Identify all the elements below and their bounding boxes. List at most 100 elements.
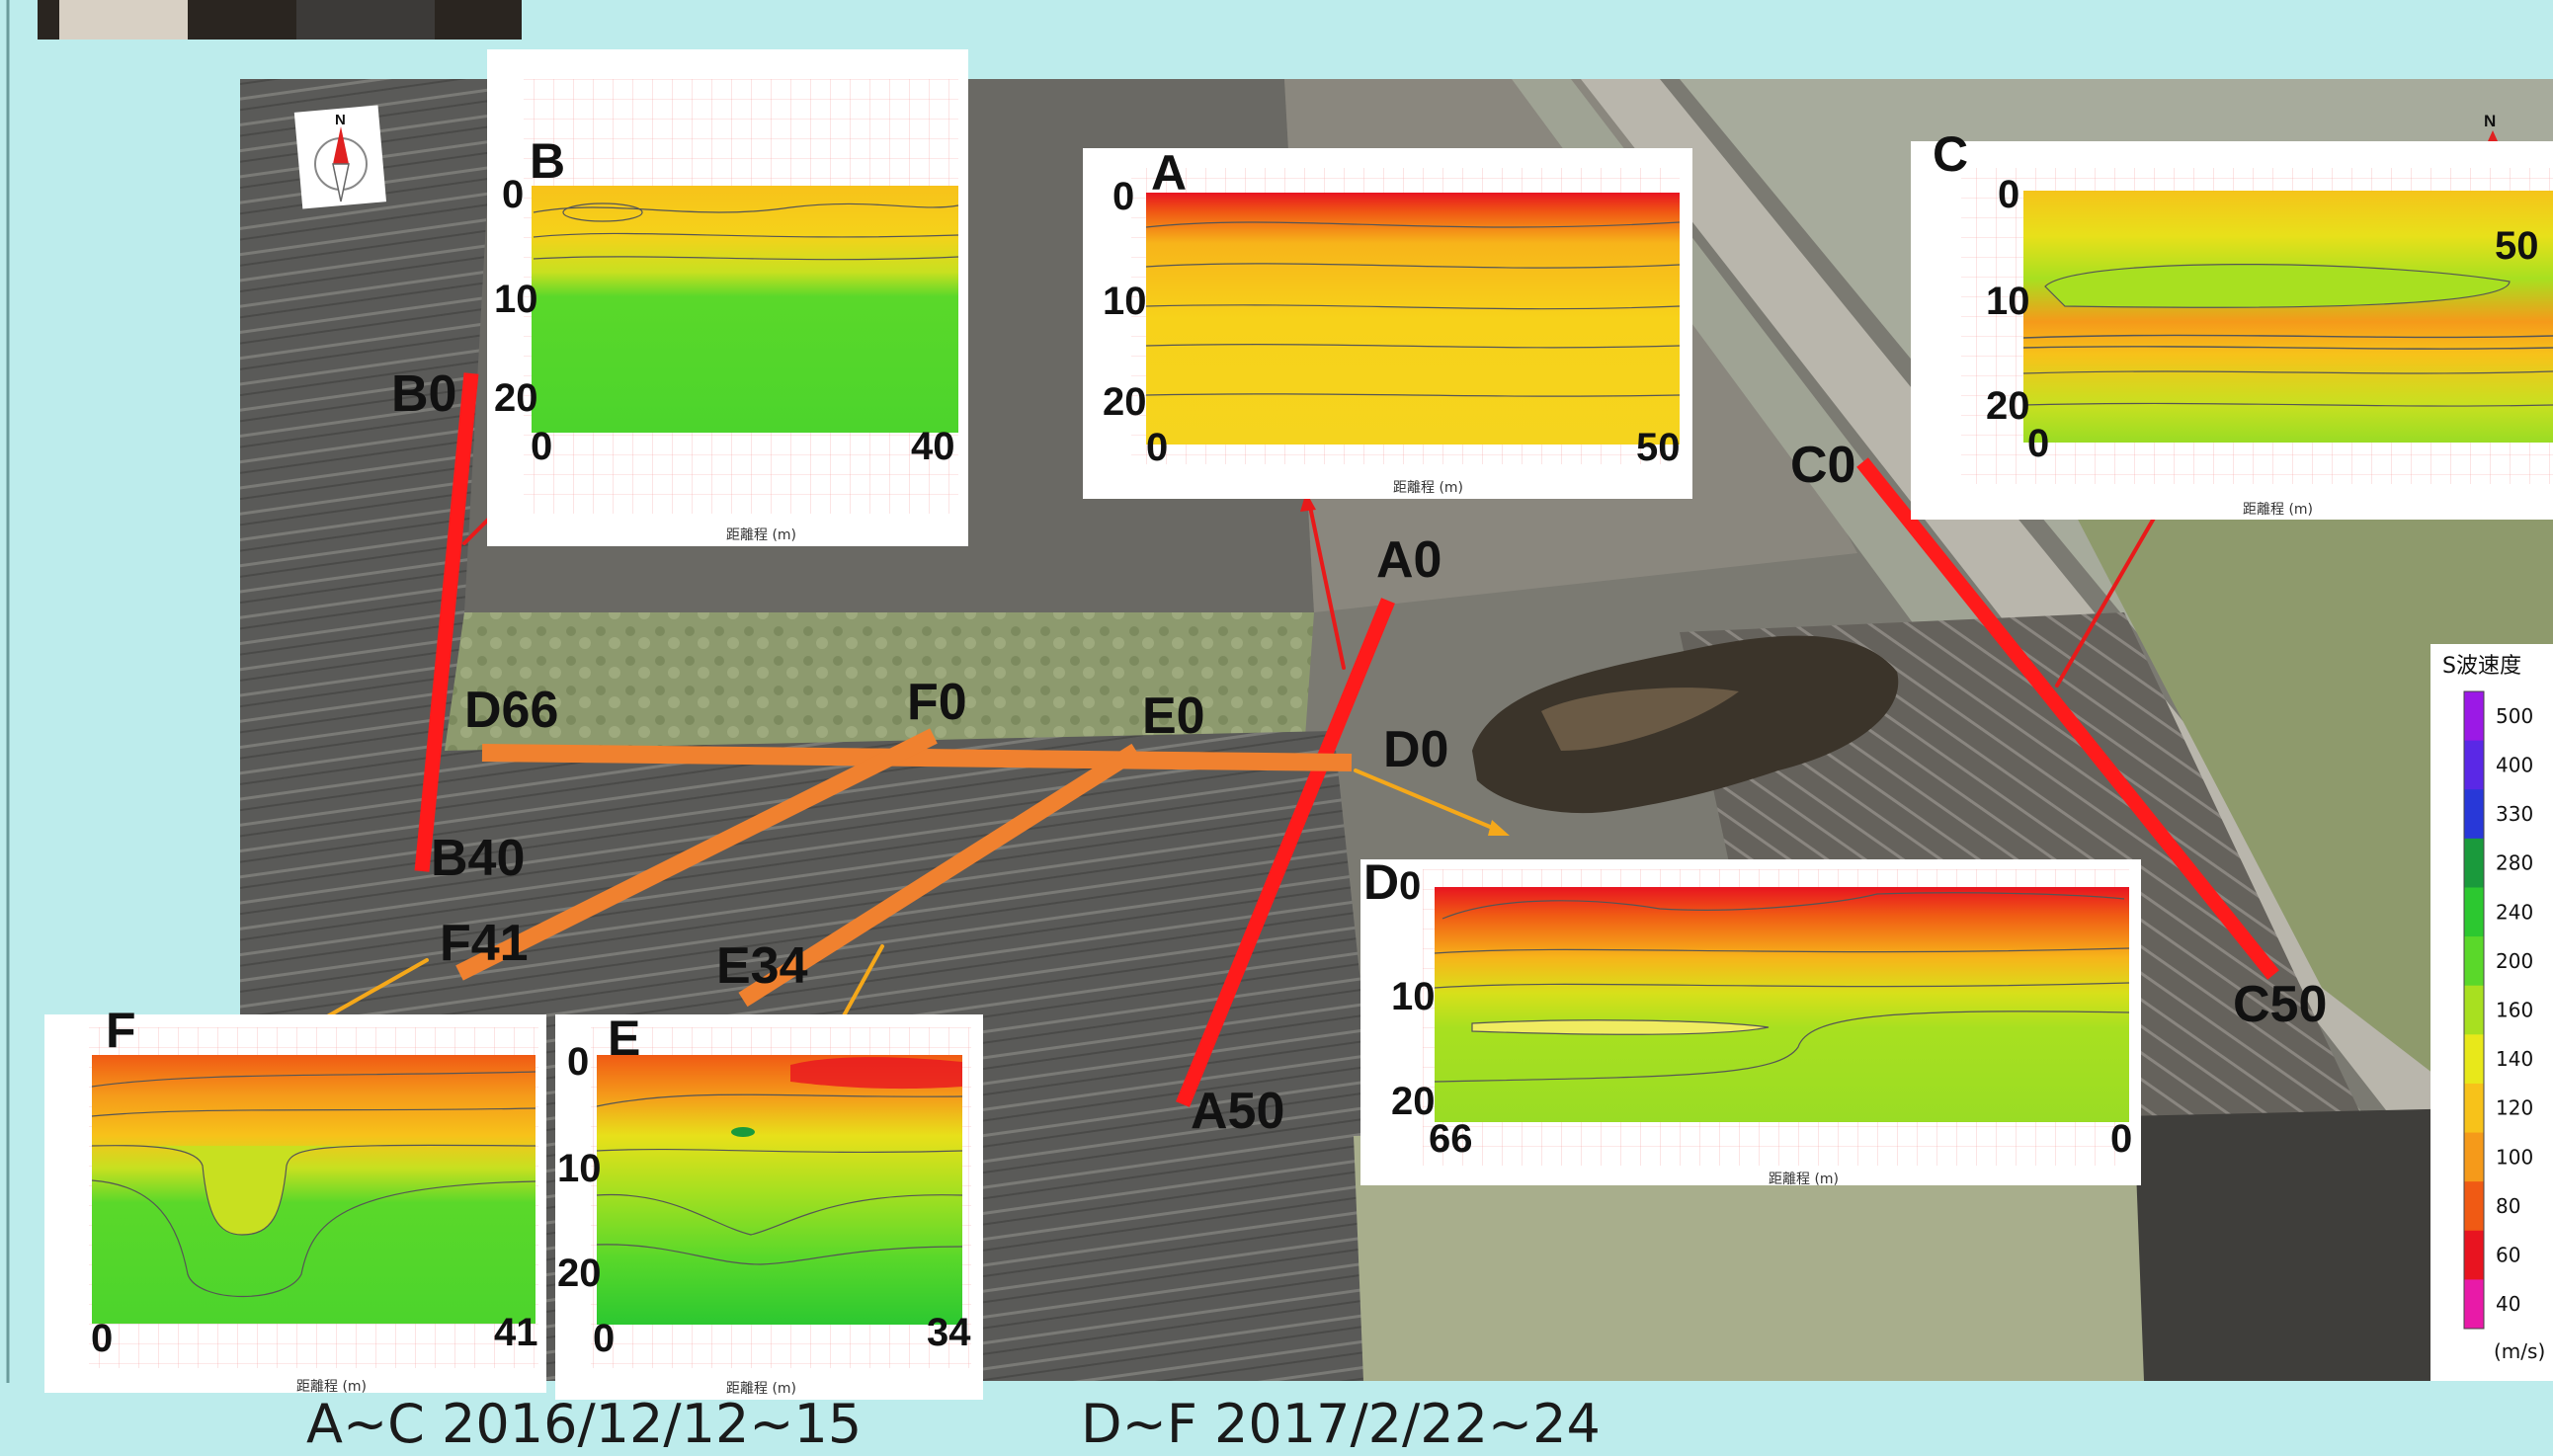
legend-swatch-120	[2464, 1083, 2484, 1134]
legend-value-140: 140	[2496, 1047, 2533, 1071]
label-D0: D0	[1383, 721, 1448, 778]
section-F-dist-right: 41	[494, 1311, 538, 1354]
legend-swatch-280	[2464, 838, 2484, 888]
section-D-depth-20: 20	[1391, 1080, 1436, 1123]
label-A0: A0	[1376, 531, 1441, 589]
survey-line-F	[455, 728, 938, 981]
caption-right: D~F 2017/2/22~24	[1081, 1393, 1601, 1455]
section-D-depth-0: 0	[1399, 864, 1421, 908]
survey-line-B	[414, 372, 479, 872]
section-E-depth-10: 10	[557, 1147, 602, 1190]
section-D-dist-left: 66	[1429, 1117, 1473, 1161]
caption-left: A~C 2016/12/12~15	[306, 1393, 863, 1455]
legend-value-200: 200	[2496, 949, 2533, 973]
section-B-letter: B	[530, 133, 565, 189]
section-E-xaxis-caption: 距離程 (m)	[726, 1380, 796, 1397]
legend-swatch-400	[2464, 740, 2484, 790]
sinkhole	[1472, 635, 1899, 814]
photo-fragment	[38, 0, 522, 40]
legend-swatch-100	[2464, 1132, 2484, 1182]
legend-swatch-140	[2464, 1034, 2484, 1085]
section-E-letter: E	[608, 1011, 640, 1066]
section-D-depth-10: 10	[1391, 975, 1436, 1018]
compass: N	[293, 105, 387, 209]
section-A-letter: A	[1151, 145, 1187, 201]
label-C0: C0	[1790, 437, 1855, 494]
section-D-dist-right: 0	[2110, 1117, 2132, 1161]
legend-value-240: 240	[2496, 900, 2533, 924]
velocity-legend: S波速度 500 400 330 280 240 200 160 140 120 100 80 60 4…	[2430, 644, 2553, 1381]
section-A-depth-0: 0	[1112, 175, 1134, 218]
survey-line-E	[738, 743, 1141, 1008]
section-C: C 0 10 20 0 50 距離程 (m)	[1911, 126, 2553, 520]
label-D66: D66	[464, 682, 558, 739]
compass-north-mark: N	[2484, 112, 2496, 130]
section-F-xaxis-caption: 距離程 (m)	[296, 1378, 367, 1395]
section-C-dist-right: 50	[2495, 224, 2539, 268]
section-B-depth-10: 10	[494, 278, 538, 321]
legend-bar-frame	[2463, 690, 2485, 1330]
section-A-depth-10: 10	[1103, 280, 1147, 323]
legend-value-120: 120	[2496, 1096, 2533, 1120]
label-B40: B40	[431, 830, 525, 887]
endpoint-labels: B0 B40 A0 A50 C0 C50 D66 D0 F0 F41 E0 E3…	[391, 365, 2327, 1140]
section-A-depth-20: 20	[1103, 380, 1147, 424]
label-B0: B0	[391, 365, 456, 423]
label-E0: E0	[1142, 688, 1205, 745]
survey-line-A	[1176, 598, 1395, 1107]
section-B: B 0 10 20 0 40 距離程 (m)	[487, 49, 968, 546]
legend-value-160: 160	[2496, 999, 2533, 1022]
section-A-dist-right: 50	[1636, 426, 1681, 469]
section-F: F 0 41 距離程 (m)	[44, 1003, 546, 1395]
section-A-xaxis-caption: 距離程 (m)	[1393, 479, 1463, 496]
section-F-dist-left: 0	[91, 1317, 113, 1360]
legend-title: S波速度	[2442, 654, 2521, 679]
section-B-xaxis-caption: 距離程 (m)	[726, 526, 796, 543]
label-C50: C50	[2233, 976, 2327, 1033]
section-E-depth-0: 0	[567, 1040, 589, 1084]
legend-swatch-330	[2464, 789, 2484, 840]
legend-swatch-240	[2464, 887, 2484, 937]
section-E-dist-left: 0	[593, 1317, 615, 1360]
legend-swatch-500	[2464, 691, 2484, 742]
section-E-dist-right: 34	[927, 1311, 971, 1354]
legend-value-280: 280	[2496, 851, 2533, 875]
label-F0: F0	[907, 674, 967, 731]
section-C-xaxis-caption: 距離程 (m)	[2243, 501, 2313, 518]
legend-value-60: 60	[2496, 1244, 2520, 1267]
legend-value-100: 100	[2496, 1145, 2533, 1169]
legend-value-400: 400	[2496, 753, 2533, 776]
section-B-depth-0: 0	[502, 173, 524, 216]
legend-value-40: 40	[2496, 1292, 2520, 1316]
section-D: D 0 10 20 66 0 距離程 (m)	[1360, 854, 2141, 1187]
legend-value-330: 330	[2496, 802, 2533, 826]
section-C-dist-left: 0	[2027, 422, 2049, 465]
section-C-depth-0: 0	[1998, 173, 2019, 216]
legend-swatch-40	[2464, 1279, 2484, 1330]
label-E34: E34	[716, 937, 808, 995]
section-A: A 0 10 20 0 50 距離程 (m)	[1083, 145, 1692, 499]
section-A-dist-left: 0	[1146, 426, 1168, 469]
legend-unit: (m/s)	[2494, 1339, 2545, 1363]
label-F41: F41	[440, 915, 529, 972]
compass-north-label: N	[335, 112, 346, 128]
legend-swatch-80	[2464, 1181, 2484, 1232]
legend-swatch-60	[2464, 1230, 2484, 1280]
legend-swatch-200	[2464, 936, 2484, 987]
section-E-depth-20: 20	[557, 1252, 602, 1295]
section-C-letter: C	[1933, 126, 1968, 182]
legend-swatch-160	[2464, 985, 2484, 1035]
section-C-depth-10: 10	[1986, 280, 2030, 323]
section-B-dist-right: 40	[911, 425, 955, 468]
section-F-letter: F	[106, 1003, 136, 1058]
section-E: E 0 10 20 0 34 距離程 (m)	[555, 1011, 983, 1400]
label-A50: A50	[1191, 1083, 1284, 1140]
legend-value-500: 500	[2496, 704, 2533, 728]
section-D-xaxis-caption: 距離程 (m)	[1769, 1171, 1839, 1187]
section-B-depth-20: 20	[494, 376, 538, 420]
survey-line-D	[481, 744, 1353, 771]
legend-value-80: 80	[2496, 1194, 2520, 1218]
section-B-dist-left: 0	[531, 425, 552, 468]
survey-line-C	[1856, 457, 2279, 980]
